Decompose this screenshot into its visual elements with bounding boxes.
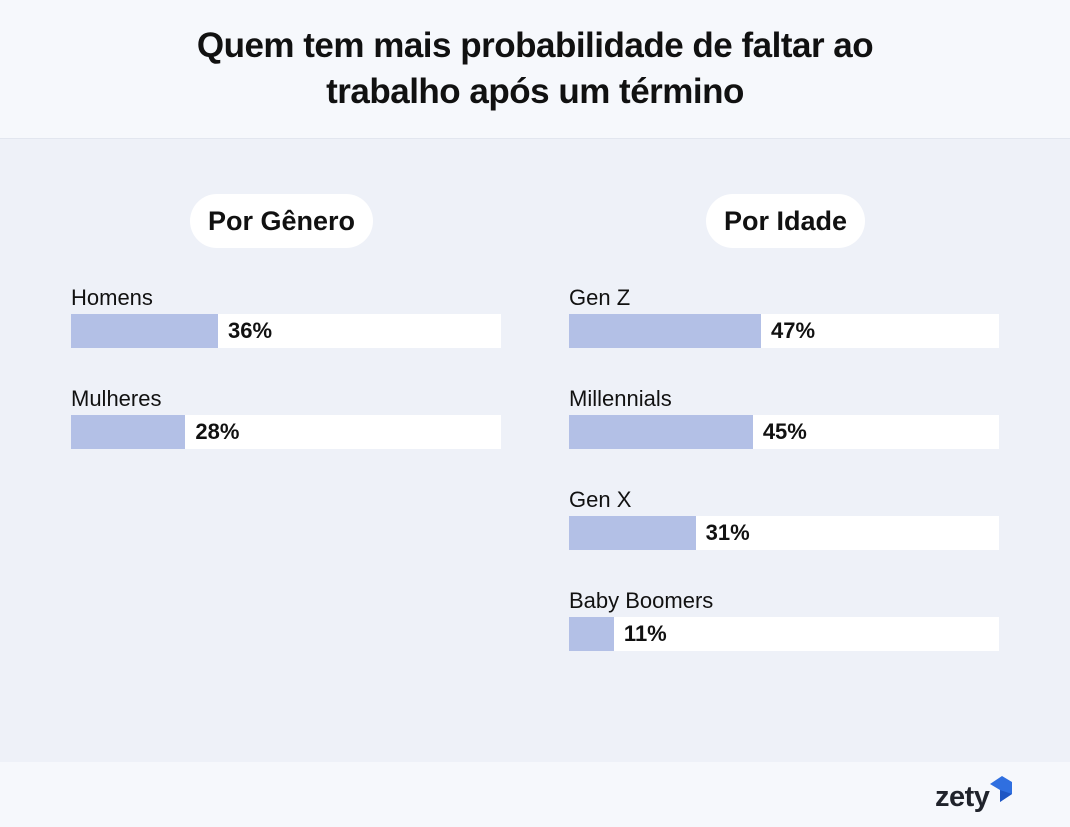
- bar-track: 11%: [569, 617, 999, 651]
- bar-label: Baby Boomers: [569, 588, 714, 613]
- bar-track: 47%: [569, 314, 999, 348]
- bar-row: Homens 36%: [71, 284, 501, 385]
- logo-mark-icon: [990, 776, 1013, 802]
- bar-value: 45%: [762, 419, 807, 444]
- panel-gender: Por Gênero Homens 36% Mulheres 28%: [71, 194, 501, 486]
- bar-label: Millennials: [569, 386, 672, 411]
- bar-fill: [71, 314, 219, 348]
- bar-label: Mulheres: [71, 386, 162, 411]
- bar-fill: [569, 415, 753, 449]
- bar-row: Gen Z 47%: [569, 284, 999, 385]
- bar-label: Gen X: [569, 487, 632, 512]
- bar-row: Baby Boomers 11%: [569, 587, 999, 688]
- bar-row: Gen X 31%: [569, 486, 999, 587]
- zety-logo: zety: [935, 776, 1013, 814]
- bar-track: 36%: [71, 314, 501, 348]
- bar-track: 31%: [569, 516, 999, 550]
- bar-label: Homens: [71, 285, 153, 310]
- logo-text: zety: [935, 781, 990, 813]
- bar-value: 47%: [770, 318, 816, 343]
- panel-heading: Por Gênero: [190, 194, 374, 248]
- bar-row: Mulheres 28%: [71, 385, 501, 486]
- bar-value: 11%: [623, 621, 667, 646]
- bar-row: Millennials 45%: [569, 385, 999, 486]
- bar-label: Gen Z: [569, 285, 631, 310]
- chart-title: Quem tem mais probabilidade de faltar ao…: [196, 26, 874, 111]
- footer: [0, 762, 1070, 827]
- bar-value: 36%: [228, 318, 273, 343]
- bar-value: 28%: [195, 419, 240, 444]
- bar-fill: [569, 314, 761, 348]
- bar-fill: [569, 617, 614, 651]
- header: Quem tem mais probabilidade de faltar ao…: [0, 0, 1070, 139]
- bar-value: 31%: [705, 520, 750, 545]
- bar-track: 45%: [569, 415, 999, 449]
- panel-age: Por Idade Gen Z 47% Millennials 45% Gen …: [569, 194, 999, 688]
- bar-fill: [71, 415, 186, 449]
- panel-heading: Por Idade: [706, 194, 866, 248]
- bar-track: 28%: [71, 415, 501, 449]
- bar-fill: [569, 516, 696, 550]
